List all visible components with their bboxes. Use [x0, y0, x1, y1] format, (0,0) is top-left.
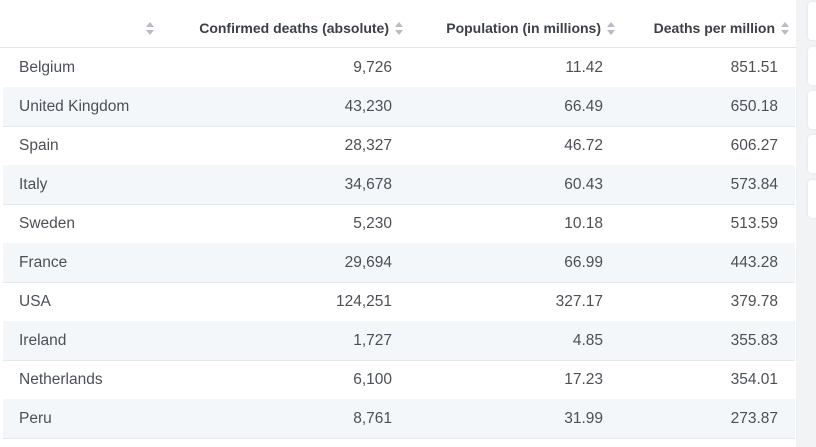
population-cell: 66.99 — [564, 254, 603, 271]
side-panel-button[interactable] — [808, 2, 816, 40]
deaths-cell: 5,230 — [353, 215, 392, 232]
deaths-cell: 9,726 — [353, 59, 392, 76]
table-row: United Kingdom 43,230 66.49 650.18 — [3, 87, 795, 127]
deaths-cell: 43,230 — [344, 98, 392, 115]
data-table: Confirmed deaths (absolute) Population (… — [0, 8, 796, 439]
deaths-per-million-cell: 513.59 — [730, 215, 778, 232]
country-cell: United Kingdom — [19, 98, 130, 115]
country-cell: Spain — [19, 137, 59, 154]
sort-arrows-icon[interactable] — [146, 22, 154, 35]
sort-arrows-icon[interactable] — [781, 22, 789, 35]
deaths-per-million-cell: 443.28 — [730, 254, 778, 271]
table-row: Ireland 1,727 4.85 355.83 — [3, 321, 795, 361]
deaths-per-million-cell: 650.18 — [730, 98, 778, 115]
table-header: Confirmed deaths (absolute) Population (… — [0, 8, 796, 48]
deaths-per-million-cell: 273.87 — [730, 410, 778, 427]
population-cell: 4.85 — [572, 332, 603, 349]
country-cell: USA — [19, 293, 51, 310]
deaths-per-million-cell: 606.27 — [730, 137, 778, 154]
population-cell: 60.43 — [564, 176, 603, 193]
table-row: Peru 8,761 31.99 273.87 — [3, 399, 795, 439]
deaths-cell: 8,761 — [353, 410, 392, 427]
deaths-per-million-cell: 354.01 — [730, 371, 778, 388]
deaths-per-million-cell: 573.84 — [730, 176, 778, 193]
column-header-label: Confirmed deaths (absolute) — [199, 19, 389, 36]
sort-arrows-icon[interactable] — [607, 22, 615, 35]
column-header-deaths-per-million[interactable]: Deaths per million — [634, 8, 789, 47]
country-cell: Peru — [19, 410, 52, 427]
deaths-cell: 34,678 — [344, 176, 392, 193]
column-header-label: Population (in millions) — [446, 19, 601, 36]
table-row: Italy 34,678 60.43 573.84 — [3, 165, 795, 205]
side-panel-button[interactable] — [808, 47, 816, 85]
country-cell: Italy — [19, 176, 48, 193]
side-panel-button[interactable] — [808, 135, 816, 173]
population-cell: 11.42 — [565, 59, 603, 76]
deaths-cell: 29,694 — [344, 254, 392, 271]
side-panel-button[interactable] — [808, 180, 816, 218]
deaths-cell: 124,251 — [335, 293, 392, 310]
country-cell: Netherlands — [19, 371, 103, 388]
population-cell: 31.99 — [564, 410, 603, 427]
side-panel-button[interactable] — [808, 91, 816, 129]
deaths-cell: 6,100 — [353, 371, 392, 388]
country-cell: Sweden — [19, 215, 76, 232]
table-row: Netherlands 6,100 17.23 354.01 — [3, 360, 795, 400]
population-cell: 17.23 — [564, 371, 603, 388]
deaths-per-million-cell: 851.51 — [730, 59, 778, 76]
column-header-population[interactable]: Population (in millions) — [420, 8, 615, 47]
table-row: USA 124,251 327.17 379.78 — [3, 282, 795, 322]
sort-arrows-icon[interactable] — [395, 22, 403, 35]
country-cell: France — [19, 254, 68, 271]
population-cell: 327.17 — [555, 293, 603, 310]
deaths-cell: 28,327 — [344, 137, 392, 154]
population-cell: 10.18 — [564, 215, 603, 232]
table-row: Spain 28,327 46.72 606.27 — [3, 126, 795, 166]
deaths-cell: 1,727 — [353, 332, 392, 349]
table-row: France 29,694 66.99 443.28 — [3, 243, 795, 283]
column-header-deaths[interactable]: Confirmed deaths (absolute) — [176, 8, 403, 47]
country-cell: Belgium — [19, 59, 75, 76]
column-header-country[interactable] — [0, 8, 154, 47]
deaths-per-million-cell: 355.83 — [730, 332, 778, 349]
table-row: Belgium 9,726 11.42 851.51 — [3, 48, 795, 88]
population-cell: 66.49 — [564, 98, 603, 115]
population-cell: 46.72 — [564, 137, 603, 154]
deaths-per-million-cell: 379.78 — [730, 293, 778, 310]
column-header-label: Deaths per million — [653, 19, 775, 36]
table-row: Sweden 5,230 10.18 513.59 — [3, 204, 795, 244]
country-cell: Ireland — [19, 332, 67, 349]
